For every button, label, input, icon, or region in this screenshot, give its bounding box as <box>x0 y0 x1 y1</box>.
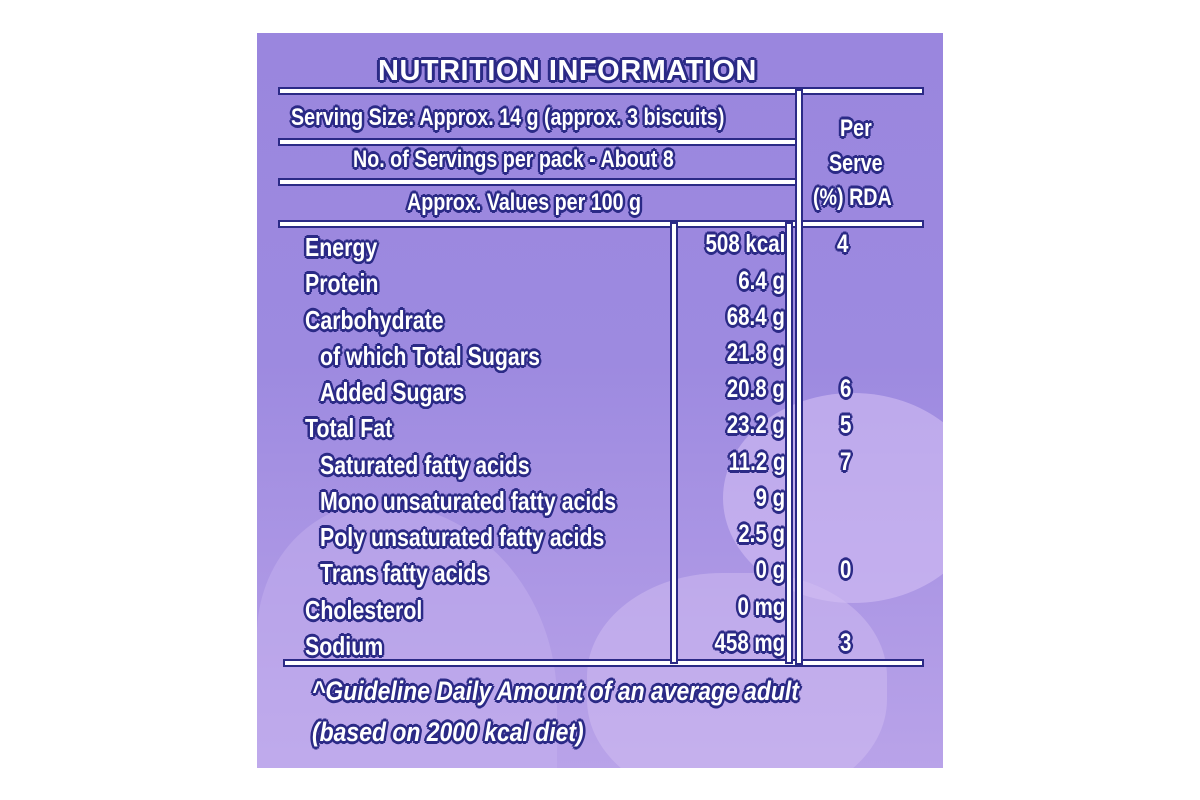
nutrient-value: 0 mg <box>737 593 785 621</box>
rule-rda-column <box>797 91 801 663</box>
nutrient-value: 23.2 g <box>726 411 785 439</box>
rule-servings-count <box>280 180 800 184</box>
rule-table-bottom <box>285 661 922 665</box>
label-title: NUTRITION INFORMATION <box>378 55 757 87</box>
nutrition-label-panel <box>257 33 943 768</box>
nutrient-label: Sodium <box>305 631 384 661</box>
nutrient-value: 9 g <box>755 484 785 512</box>
nutrient-value: 0 g <box>755 556 785 584</box>
nutrient-value: 20.8 g <box>726 375 785 403</box>
rule-value-right <box>787 224 791 662</box>
nutrient-label: Cholesterol <box>305 595 423 625</box>
nutrient-label: Saturated fatty acids <box>320 450 530 480</box>
nutrient-value: 508 kcal <box>705 230 785 258</box>
nutrient-value: 68.4 g <box>726 303 785 331</box>
nutrient-value: 21.8 g <box>726 339 785 367</box>
nutrient-value: 11.2 g <box>728 448 785 476</box>
nutrient-label: Protein <box>305 268 379 298</box>
rule-serving <box>280 140 800 144</box>
nutrient-value: 2.5 g <box>738 520 785 548</box>
rda-header-line3: (%) RDA <box>813 184 892 211</box>
nutrient-value: 6.4 g <box>738 267 785 295</box>
nutrient-value: 458 mg <box>714 629 785 657</box>
servings-per-pack: No. of Servings per pack - About 8 <box>353 146 674 173</box>
nutrient-label: Carbohydrate <box>305 305 444 335</box>
background-blob <box>587 573 887 768</box>
footnote-line2: (based on 2000 kcal diet) <box>312 717 584 747</box>
background-blob <box>723 393 943 603</box>
serving-size: Serving Size: Approx. 14 g (approx. 3 bi… <box>291 104 725 131</box>
rule-value-left <box>672 224 676 662</box>
rda-header-line1: Per <box>840 115 872 142</box>
nutrient-label: Added Sugars <box>320 377 465 407</box>
nutrient-rda: 4 <box>837 230 849 258</box>
nutrient-rda: 5 <box>840 411 852 439</box>
nutrient-label: Energy <box>305 232 378 262</box>
rule-top <box>280 89 922 93</box>
nutrient-rda: 3 <box>840 629 852 657</box>
nutrient-label: Mono unsaturated fatty acids <box>320 486 617 516</box>
rda-header-line2: Serve <box>829 150 883 177</box>
nutrient-rda: 7 <box>840 448 852 476</box>
nutrient-label: of which Total Sugars <box>320 341 540 371</box>
rule-header-bottom <box>280 222 922 226</box>
nutrient-label: Total Fat <box>305 413 393 443</box>
nutrient-rda: 6 <box>840 375 852 403</box>
nutrient-rda: 0 <box>840 556 852 584</box>
nutrient-label: Poly unsaturated fatty acids <box>320 522 605 552</box>
footnote-line1: ^Guideline Daily Amount of an average ad… <box>312 676 799 706</box>
nutrient-label: Trans fatty acids <box>320 558 489 588</box>
values-basis: Approx. Values per 100 g <box>407 189 642 216</box>
